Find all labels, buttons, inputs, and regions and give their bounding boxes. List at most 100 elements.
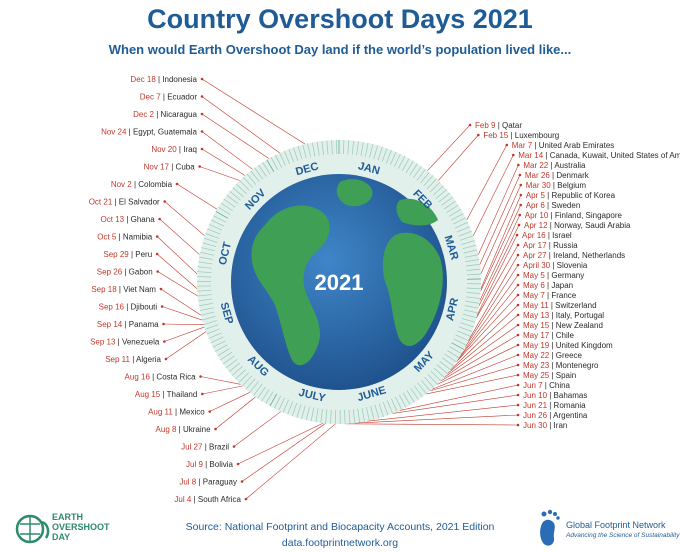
country-name: | El Salvador [112, 198, 160, 207]
leader-dot [477, 133, 480, 137]
day-tick [405, 160, 414, 174]
continent-africa [382, 232, 443, 347]
day-tick [466, 292, 481, 294]
leader-lines [155, 77, 523, 501]
day-tick [352, 409, 356, 424]
leader-line [201, 78, 306, 145]
leader-line [466, 144, 508, 221]
day-tick [373, 145, 379, 159]
leader-dot [516, 423, 520, 427]
overshoot-date: Sep 14 [97, 320, 123, 329]
footer-source: Source: National Footprint and Biocapaci… [185, 521, 495, 533]
overshoot-date: May 13 [523, 311, 550, 320]
day-tick [265, 391, 274, 404]
day-tick [209, 224, 223, 231]
day-tick [270, 157, 279, 170]
country-name: | Italy, Portugal [549, 311, 604, 320]
day-tick [394, 153, 401, 167]
leader-dot [159, 287, 163, 291]
overshoot-date: Sep 18 [91, 285, 117, 294]
day-tick [218, 206, 231, 215]
leader-dot [516, 273, 520, 277]
day-tick [288, 149, 295, 163]
day-tick [250, 170, 260, 183]
day-tick [197, 294, 212, 297]
leader-line [450, 304, 519, 371]
day-tick [316, 141, 320, 156]
day-tick [226, 194, 239, 204]
overshoot-date: May 5 [523, 271, 545, 280]
country-name: | Ireland, Netherlands [547, 251, 626, 260]
leader-dot [156, 270, 159, 273]
day-tick [449, 346, 462, 355]
earth-overshoot-day-wordmark: EARTH OVERSHOOT DAY [52, 512, 110, 542]
country-name: | Luxembourg [508, 131, 559, 140]
day-tick [311, 142, 316, 157]
country-name: | Gabon [122, 268, 153, 277]
continent-greenland [336, 179, 373, 207]
country-name: | Qatar [495, 121, 522, 130]
day-tick [410, 387, 419, 400]
day-tick [258, 164, 267, 177]
country-label: Jun 21 | Romania [523, 401, 586, 410]
day-tick [446, 204, 459, 214]
country-label: Sep 26 | Gabon [97, 268, 153, 277]
day-tick [202, 242, 217, 248]
day-tick [455, 334, 469, 342]
day-tick [466, 273, 481, 276]
country-label: Sep 13 | Venezuela [90, 338, 160, 347]
country-label: Apr 10 | Finland, Singapore [525, 211, 623, 220]
leader-line [431, 354, 519, 390]
day-tick [307, 143, 311, 158]
leader-line [201, 148, 246, 176]
leader-line [480, 184, 522, 275]
country-label: Mar 22 | Australia [523, 161, 586, 170]
day-tick [406, 390, 415, 403]
month-label: SEP [218, 301, 235, 325]
leader-dot [519, 183, 523, 187]
page-title: Country Overshoot Days 2021 [147, 4, 533, 34]
leader-line [399, 384, 519, 411]
day-tick [273, 395, 281, 409]
leader-line [438, 134, 479, 181]
day-tick [199, 307, 214, 311]
overshoot-date: May 25 [523, 371, 550, 380]
country-label: Oct 13 | Ghana [101, 215, 156, 224]
leader-line [444, 324, 519, 378]
day-tick [378, 403, 384, 417]
country-label: Apr 27 | Ireland, Netherlands [523, 251, 625, 260]
day-tick [200, 311, 215, 316]
leader-dot [516, 323, 520, 327]
leader-line [156, 253, 198, 289]
day-tick [262, 162, 271, 175]
day-tick [348, 409, 351, 424]
day-tick [200, 251, 214, 256]
day-tick [198, 298, 213, 302]
day-tick [381, 148, 388, 162]
leader-dot [200, 130, 204, 133]
overshoot-date: Feb 15 [483, 131, 508, 140]
continents [251, 179, 443, 366]
country-label: Apr 6 | Sweden [526, 201, 581, 210]
leader-dot [236, 462, 240, 466]
gfn-tagline: Advancing the Science of Sustainability [566, 532, 680, 539]
leader-dot [511, 153, 515, 157]
country-label: May 19 | United Kingdom [523, 341, 613, 350]
country-label: Nov 17 | Cuba [144, 163, 196, 172]
day-tick [464, 254, 479, 258]
day-ticks [196, 140, 481, 424]
country-name: | Argentina [547, 411, 588, 420]
day-tick [465, 263, 480, 267]
overshoot-date: Apr 6 [526, 201, 546, 210]
country-name: | Israel [546, 231, 572, 240]
country-label: Apr 12 | Norway, Saudi Arabia [524, 221, 631, 230]
country-label: Oct 21 | El Salvador [89, 198, 160, 207]
day-tick [423, 175, 434, 187]
footer-url[interactable]: data.footprintnetwork.org [281, 537, 399, 549]
overshoot-date: Jun 30 [523, 421, 548, 430]
leader-line [157, 236, 198, 275]
overshoot-date: Nov 2 [111, 180, 132, 189]
overshoot-date: Oct 13 [101, 215, 125, 224]
leader-dot [240, 480, 244, 483]
day-tick [466, 287, 481, 290]
